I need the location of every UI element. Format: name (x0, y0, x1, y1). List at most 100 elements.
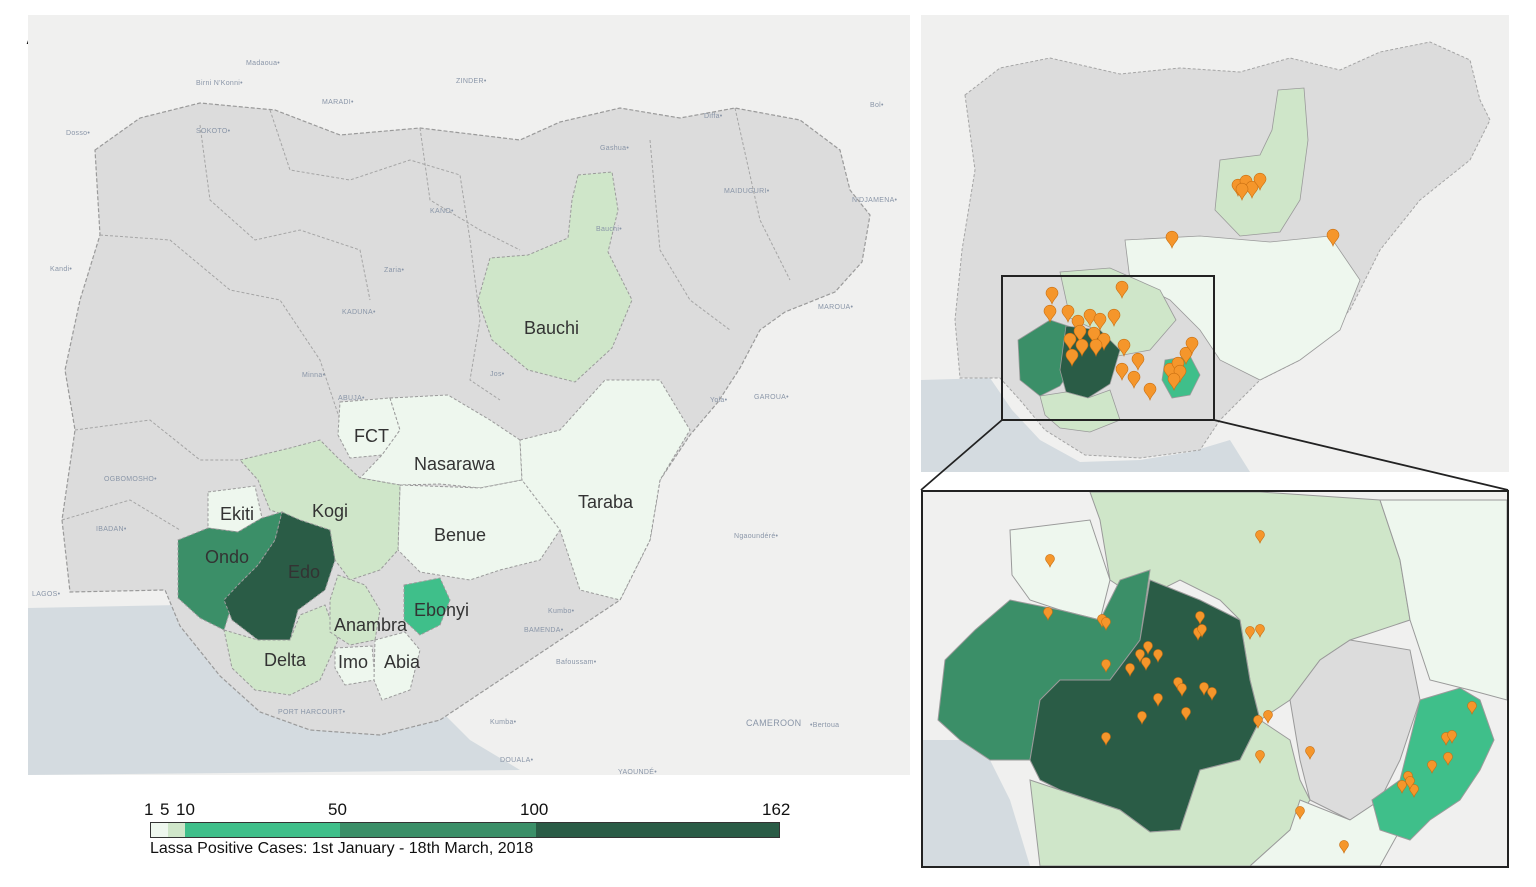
case-marker-pin[interactable] (1075, 338, 1089, 357)
case-marker-pin[interactable] (1195, 611, 1205, 625)
case-marker-pin[interactable] (1115, 280, 1129, 299)
case-marker-pin[interactable] (1185, 336, 1199, 355)
state-edo[interactable] (223, 511, 336, 641)
case-marker-pin[interactable] (1137, 711, 1147, 725)
case-marker-pin[interactable] (1143, 382, 1157, 401)
state-imo[interactable] (334, 645, 376, 686)
city-bafoussam: Bafoussam• (556, 659, 597, 666)
case-marker-pin[interactable] (1065, 348, 1079, 367)
case-marker-pin[interactable] (1255, 530, 1265, 544)
case-marker-pin[interactable] (1295, 806, 1305, 820)
city-kumbo: Kumbo• (548, 608, 575, 615)
case-marker-pin[interactable] (1063, 332, 1077, 351)
case-marker-pin[interactable] (1179, 346, 1193, 365)
case-marker-pin[interactable] (1397, 780, 1407, 794)
map-panel-a[interactable]: Bauchi FCT Nasarawa Taraba Ekiti Kogi Be… (28, 15, 910, 775)
map-b-case-markers (1043, 172, 1340, 401)
map-c-benue (1379, 499, 1507, 701)
case-marker-pin[interactable] (1107, 308, 1121, 327)
legend-color-bar (150, 822, 780, 838)
case-marker-pin[interactable] (1339, 840, 1349, 854)
case-marker-pin[interactable] (1245, 626, 1255, 640)
legend-tick-162: 162 (762, 800, 791, 819)
case-marker-pin[interactable] (1117, 338, 1131, 357)
case-marker-pin[interactable] (1141, 657, 1151, 671)
state-anambra[interactable] (329, 574, 381, 646)
case-marker-pin[interactable] (1101, 732, 1111, 746)
map-b-light-states (1124, 235, 1361, 381)
case-marker-pin[interactable] (1326, 228, 1340, 247)
case-marker-pin[interactable] (1131, 352, 1145, 371)
map-c-svg (923, 492, 1507, 866)
case-marker-pin[interactable] (1255, 624, 1265, 638)
case-marker-pin[interactable] (1143, 641, 1153, 655)
legend-bin-1 (151, 823, 168, 837)
state-abia[interactable] (373, 631, 421, 701)
state-taraba[interactable] (519, 379, 691, 601)
city-gashua: Gashua• (600, 145, 629, 152)
case-marker-pin[interactable] (1253, 172, 1267, 191)
case-marker-pin[interactable] (1255, 750, 1265, 764)
case-marker-pin[interactable] (1245, 180, 1259, 199)
label-imo: Imo (338, 652, 368, 672)
map-c-case-markers (1043, 530, 1477, 854)
case-marker-pin[interactable] (1427, 760, 1437, 774)
city-bauchi: Bauchi• (596, 226, 622, 233)
case-marker-pin[interactable] (1263, 710, 1273, 724)
case-marker-pin[interactable] (1199, 682, 1209, 696)
case-marker-pin[interactable] (1101, 617, 1111, 631)
state-benue[interactable] (397, 479, 561, 581)
state-kogi[interactable] (239, 439, 401, 581)
country-cameroon: CAMEROON (746, 718, 801, 728)
case-marker-pin[interactable] (1165, 230, 1179, 249)
connector-right (1213, 419, 1509, 491)
state-delta[interactable] (223, 604, 339, 696)
state-nasarawa[interactable] (358, 394, 523, 489)
case-marker-pin[interactable] (1125, 663, 1135, 677)
label-benue: Benue (434, 525, 486, 545)
city-sokoto: SOKOTO• (196, 128, 231, 135)
case-marker-pin[interactable] (1073, 324, 1087, 343)
case-marker-pin[interactable] (1197, 624, 1207, 638)
state-bauchi[interactable] (477, 171, 633, 383)
map-c-enugu (1289, 639, 1421, 821)
case-marker-pin[interactable] (1167, 372, 1181, 391)
case-marker-pin[interactable] (1443, 752, 1453, 766)
case-marker-pin[interactable] (1153, 649, 1163, 663)
city-zaria: Zaria• (384, 267, 404, 274)
basemap-labels: Madaoua• Birni N'Konni• MARADI• ZINDER• … (32, 60, 897, 775)
city-port-harcourt: PORT HARCOURT• (278, 709, 346, 716)
connector-left (920, 419, 1003, 491)
city-maiduguri: MAIDUGURI• (724, 188, 770, 195)
case-marker-pin[interactable] (1043, 607, 1053, 621)
zoom-extent-rectangle (1001, 275, 1215, 421)
case-marker-pin[interactable] (1153, 693, 1163, 707)
case-marker-pin[interactable] (1045, 554, 1055, 568)
case-marker-pin[interactable] (1101, 659, 1111, 673)
case-marker-pin[interactable] (1253, 715, 1263, 729)
case-marker-pin[interactable] (1093, 312, 1107, 331)
state-ebonyi[interactable] (403, 577, 451, 636)
case-marker-pin[interactable] (1467, 701, 1477, 715)
case-marker-pin[interactable] (1207, 687, 1217, 701)
city-zinder: ZINDER• (456, 78, 487, 85)
case-marker-pin[interactable] (1089, 338, 1103, 357)
case-marker-pin[interactable] (1409, 784, 1419, 798)
case-marker-pin[interactable] (1061, 304, 1075, 323)
case-marker-pin[interactable] (1181, 707, 1191, 721)
state-ekiti[interactable] (207, 485, 263, 533)
state-boundaries (61, 107, 791, 531)
case-marker-pin[interactable] (1447, 730, 1457, 744)
case-marker-pin[interactable] (1305, 746, 1315, 760)
case-marker-pin[interactable] (1043, 304, 1057, 323)
case-marker-pin[interactable] (1235, 182, 1249, 201)
case-marker-pin[interactable] (1405, 776, 1415, 790)
map-panel-b[interactable] (921, 15, 1509, 472)
case-marker-pin[interactable] (1177, 683, 1187, 697)
case-marker-pin[interactable] (1135, 649, 1145, 663)
case-marker-pin[interactable] (1045, 286, 1059, 305)
case-marker-pin[interactable] (1127, 370, 1141, 389)
map-panel-c[interactable] (921, 490, 1509, 868)
case-marker-pin[interactable] (1115, 362, 1129, 381)
